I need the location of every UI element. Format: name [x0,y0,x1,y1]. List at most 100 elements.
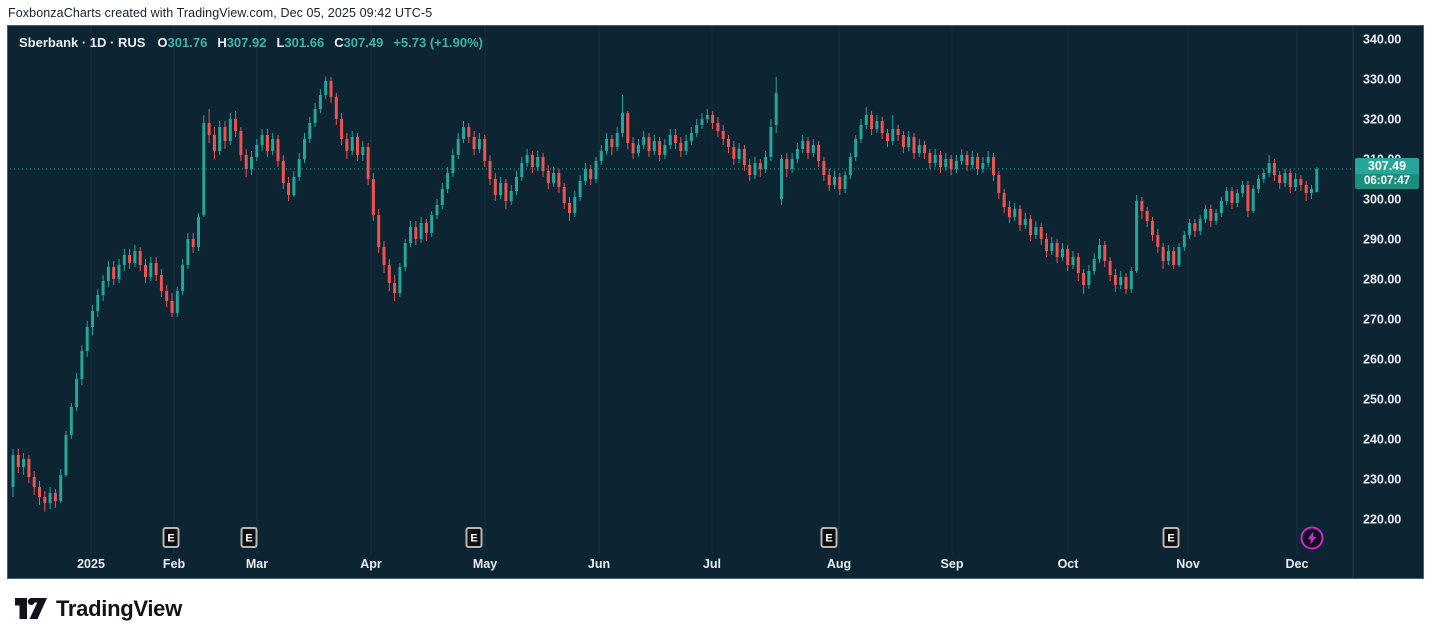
candle-body [1071,257,1075,265]
candle-body [186,239,190,265]
candle-body [515,177,518,191]
earnings-marker-letter: E [825,533,832,545]
price-tick-label[interactable]: 320.00 [1363,113,1401,127]
candle-body [112,267,116,279]
candle-body [48,493,52,503]
price-tick-label[interactable]: 270.00 [1363,313,1401,327]
candle-body [356,137,359,155]
bar-countdown: 06:07:47 [1355,174,1419,189]
candle-body [1198,219,1202,231]
candle-body [1166,251,1170,261]
price-tick-label[interactable]: 300.00 [1363,193,1401,207]
candle-body [700,119,704,125]
time-tick-label[interactable]: Sep [941,557,964,571]
earnings-marker-letter: E [1167,533,1174,545]
candle-body [1034,227,1038,235]
candle-body [250,157,253,169]
price-chart[interactable]: 340.00330.00320.00310.00300.00290.00280.… [8,26,1423,578]
candle-body [562,187,566,203]
candle-body [499,183,503,195]
candle-body [599,151,603,161]
candle-body [138,251,142,265]
candle-body [324,81,328,95]
candle-body [886,133,889,141]
change-value: +5.73 (+1.90%) [393,35,483,50]
price-tick-label[interactable]: 260.00 [1363,353,1401,367]
price-tick-label[interactable]: 230.00 [1363,473,1401,487]
time-tick-label[interactable]: May [473,557,497,571]
ohlc-close-label: C [334,35,344,50]
candle-body [536,157,540,167]
candle-body [234,119,238,131]
earnings-marker[interactable] [240,527,258,548]
candle-body [1246,185,1250,211]
candle-body [255,145,259,157]
ohlc-high-value: 307.92 [226,35,267,50]
candle-body [292,177,296,195]
candle-body [679,143,683,151]
candle-body [1304,185,1308,193]
earnings-marker[interactable] [820,527,838,548]
candle-body [981,163,985,169]
candle-body [732,147,736,159]
candle-body [689,133,693,141]
candle-body [218,127,222,151]
candle-body [785,159,789,169]
chart-panel[interactable]: 340.00330.00320.00310.00300.00290.00280.… [7,25,1424,579]
time-tick-label[interactable]: 2025 [77,557,105,571]
price-tick-label[interactable]: 340.00 [1363,33,1401,47]
price-tick-label[interactable]: 280.00 [1363,273,1401,287]
time-tick-label[interactable]: Jul [703,557,721,571]
candle-body [350,137,354,151]
candle-body [833,177,836,185]
candle-body [944,159,948,167]
candle-body [69,407,73,435]
candle-body [144,265,147,277]
time-tick-label[interactable]: Dec [1286,557,1309,571]
candle-body [435,205,439,215]
time-tick-label[interactable]: Aug [827,557,851,571]
time-tick-label[interactable]: Feb [163,557,186,571]
time-tick-label[interactable]: Jun [588,557,610,571]
candle-body [1029,219,1033,235]
candle-body [1098,245,1101,259]
symbol-title[interactable]: Sberbank · 1D · RUS [19,35,146,50]
candle-body [843,175,847,189]
time-tick-label[interactable]: Nov [1176,557,1200,571]
time-tick-label[interactable]: Oct [1058,557,1080,571]
candle-body [557,173,561,187]
candle-body [382,247,386,265]
candle-body [106,267,110,281]
candle-body [43,497,47,503]
candle-body [997,175,1001,193]
candle-body [1299,179,1303,185]
candle-body [488,161,492,179]
earnings-marker[interactable] [465,527,483,548]
candle-body [11,455,15,487]
candle-body [462,127,465,139]
candle-body [907,137,911,147]
candle-body [32,477,36,487]
earnings-marker[interactable] [162,527,180,548]
earnings-marker[interactable] [1162,527,1180,548]
candle-body [1060,249,1064,257]
candle-body [573,197,577,213]
price-tick-label[interactable]: 220.00 [1363,513,1401,527]
candle-body [568,203,571,213]
candle-body [318,95,322,109]
price-tick-label[interactable]: 330.00 [1363,73,1401,87]
candle-body [546,171,550,183]
price-tick-label[interactable]: 240.00 [1363,433,1401,447]
price-tick-label[interactable]: 290.00 [1363,233,1401,247]
candle-body [297,159,301,177]
candle-body [276,139,280,161]
time-tick-label[interactable]: Apr [360,557,382,571]
candle-body [430,215,434,233]
tradingview-brand[interactable]: TradingView [14,596,182,622]
candle-body [774,93,778,125]
price-tick-label[interactable]: 250.00 [1363,393,1401,407]
candle-body [880,121,884,133]
candle-body [419,223,423,239]
time-tick-label[interactable]: Mar [246,557,268,571]
candle-body [483,139,487,161]
